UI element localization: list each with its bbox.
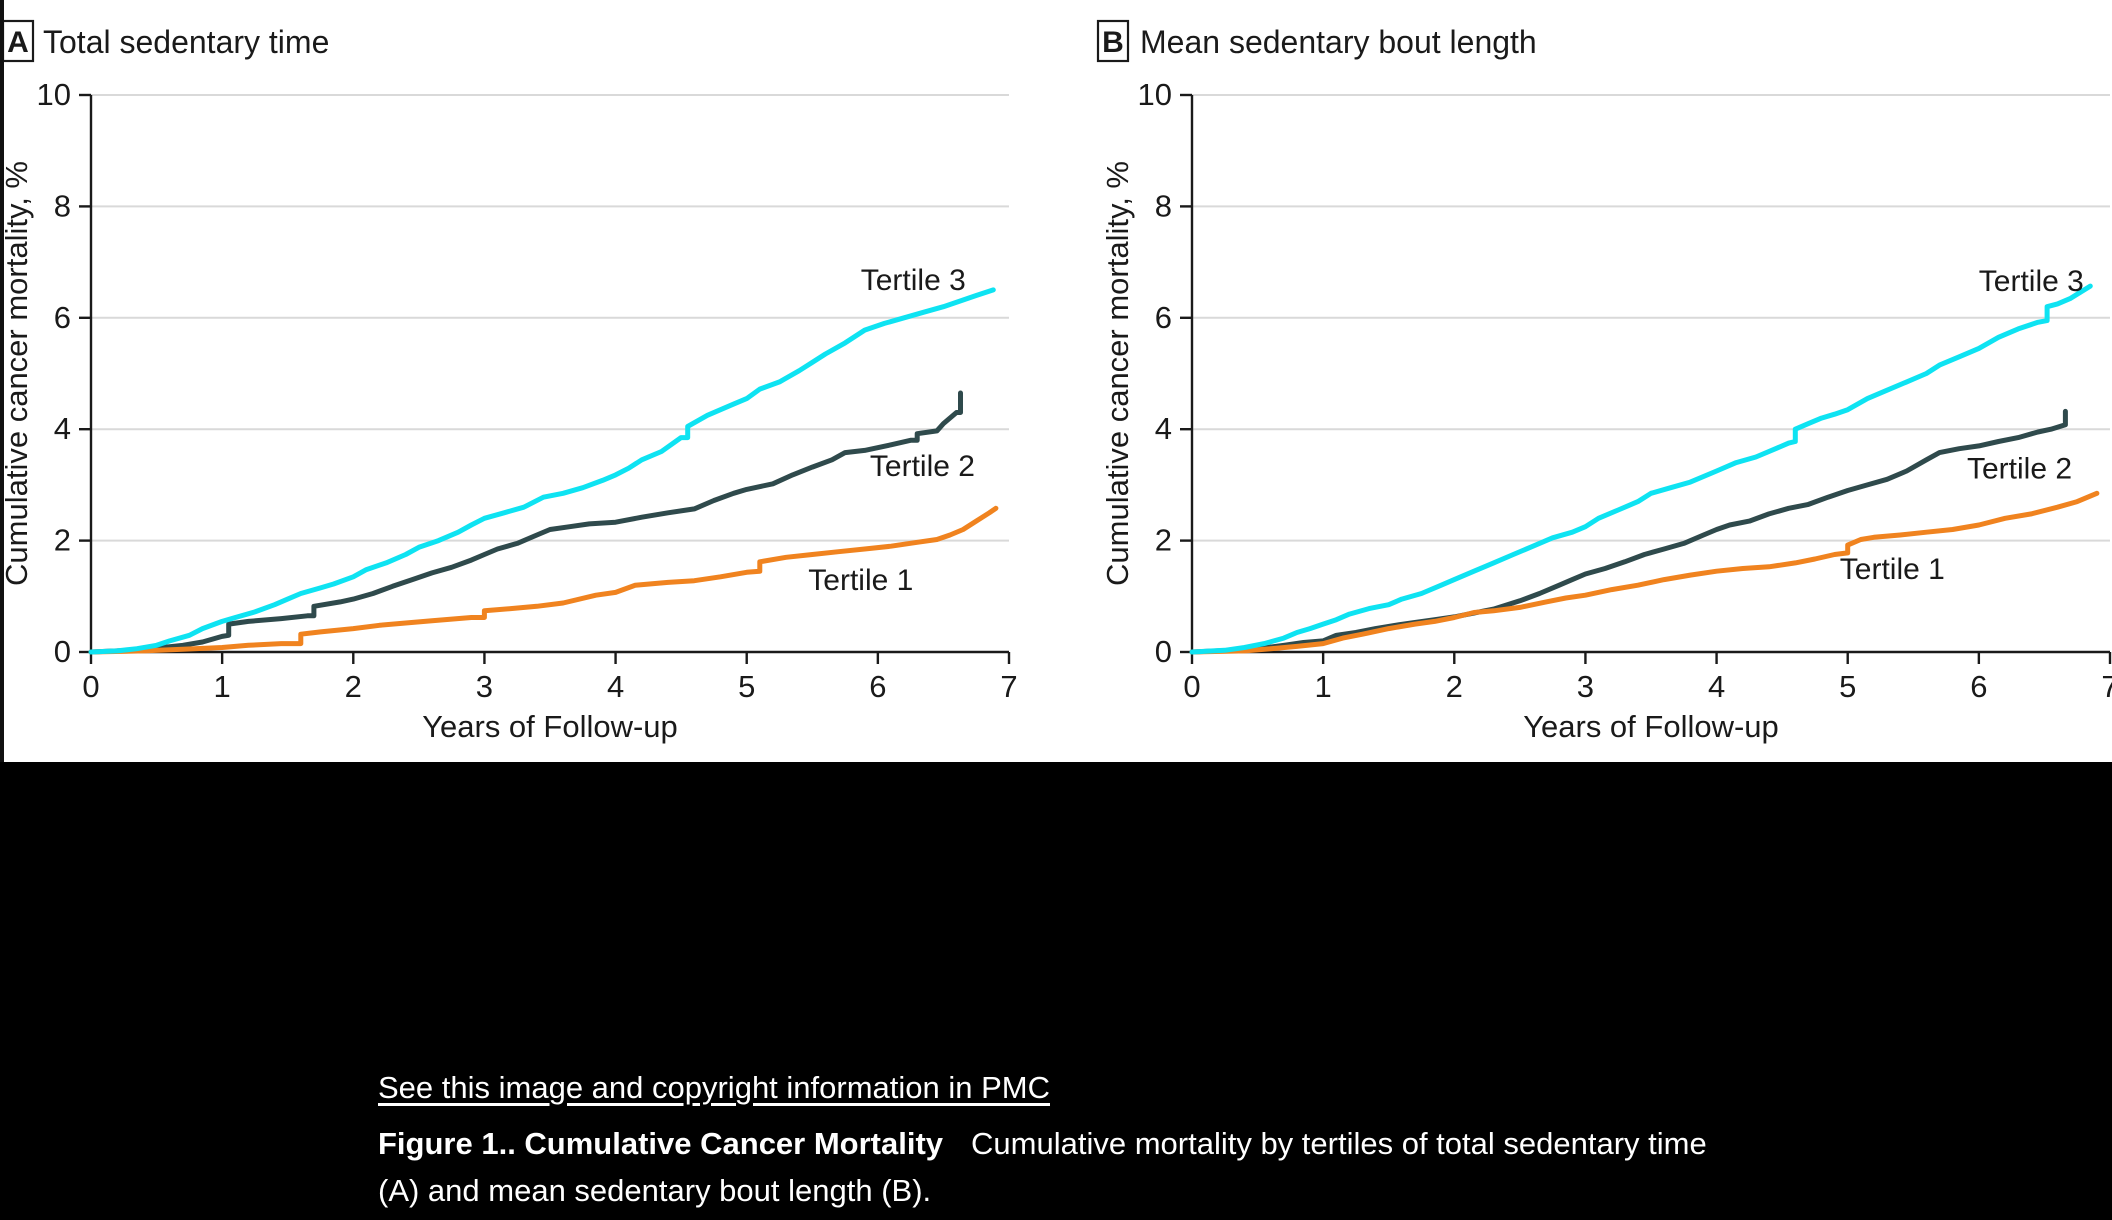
y-tick-label: 4 (54, 411, 71, 446)
figure-caption-text: Cumulative mortality by tertiles of tota… (378, 1126, 1707, 1208)
y-axis-title: Cumulative cancer mortality, % (1100, 161, 1135, 586)
y-tick-label: 4 (1155, 411, 1172, 446)
series-label-tertile-1: Tertile 1 (1840, 553, 1945, 586)
figure-caption: Figure 1.. Cumulative Cancer Mortality Cu… (378, 1120, 1738, 1214)
x-axis-title: Years of Follow-up (1523, 709, 1779, 744)
x-tick-label: 7 (1000, 669, 1017, 704)
x-tick-label: 5 (1839, 669, 1856, 704)
y-tick-label: 8 (54, 188, 71, 223)
y-tick-label: 8 (1155, 188, 1172, 223)
x-tick-label: 6 (869, 669, 886, 704)
series-label-tertile-2: Tertile 2 (1967, 453, 2072, 486)
figure-left-border (0, 0, 4, 762)
x-tick-label: 1 (214, 669, 231, 704)
panel-letter: B (1102, 26, 1124, 59)
y-tick-label: 0 (54, 634, 71, 669)
panel-letter-box (1096, 19, 1130, 63)
x-tick-label: 3 (476, 669, 493, 704)
panel-letter: A (7, 26, 29, 59)
x-tick-label: 6 (1970, 669, 1987, 704)
y-tick-label: 6 (1155, 300, 1172, 335)
series-line-tertile-2 (88, 390, 963, 655)
y-tick-label: 2 (1155, 523, 1172, 558)
y-tick-label: 2 (54, 523, 71, 558)
series-line-tertile-1 (1189, 490, 2100, 655)
series-label-tertile-2: Tertile 2 (870, 450, 975, 483)
panel-title: Total sedentary time (43, 24, 329, 60)
series-line-tertile-3 (1189, 283, 2093, 655)
figure-caption-title: Figure 1.. Cumulative Cancer Mortality (378, 1126, 944, 1161)
x-tick-label: 4 (1708, 669, 1725, 704)
y-tick-label: 10 (1138, 77, 1172, 112)
series-line-tertile-3 (88, 287, 996, 655)
x-tick-label: 0 (1183, 669, 1200, 704)
x-tick-label: 2 (1446, 669, 1463, 704)
x-tick-label: 3 (1577, 669, 1594, 704)
x-tick-label: 7 (2101, 669, 2112, 704)
series-label-tertile-3: Tertile 3 (861, 264, 966, 297)
y-tick-label: 10 (37, 77, 71, 112)
x-tick-label: 4 (607, 669, 624, 704)
x-tick-label: 5 (738, 669, 755, 704)
series-label-tertile-1: Tertile 1 (808, 564, 913, 597)
caption-footer: See this image and copyright information… (0, 762, 2112, 1220)
pmc-copyright-link[interactable]: See this image and copyright information… (378, 1070, 1050, 1105)
x-axis-title: Years of Follow-up (422, 709, 678, 744)
series-label-tertile-3: Tertile 3 (1979, 265, 2084, 298)
panel-b-mean-sedentary-bout-length-chart: 0 2 4 6 8 10 0 1 2 3 4 5 6 7 Years of Follow-up Cumulat… (1096, 19, 2112, 744)
figure-panels-area: 0 2 4 6 8 10 0 1 2 3 4 5 6 7 Years of Follow-up Cumulat… (0, 0, 2112, 762)
panel-a-total-sedentary-time-chart: 0 2 4 6 8 10 0 1 2 3 4 5 6 7 Years of Follow-up Cumulat… (0, 19, 1018, 744)
series-line-tertile-1 (88, 505, 999, 655)
y-tick-label: 0 (1155, 634, 1172, 669)
x-tick-label: 0 (82, 669, 99, 704)
x-tick-label: 1 (1315, 669, 1332, 704)
series-line-tertile-2 (1189, 408, 2068, 655)
y-tick-label: 6 (54, 300, 71, 335)
x-tick-label: 2 (345, 669, 362, 704)
panel-title: Mean sedentary bout length (1140, 24, 1537, 60)
y-axis-title: Cumulative cancer mortality, % (0, 161, 34, 586)
